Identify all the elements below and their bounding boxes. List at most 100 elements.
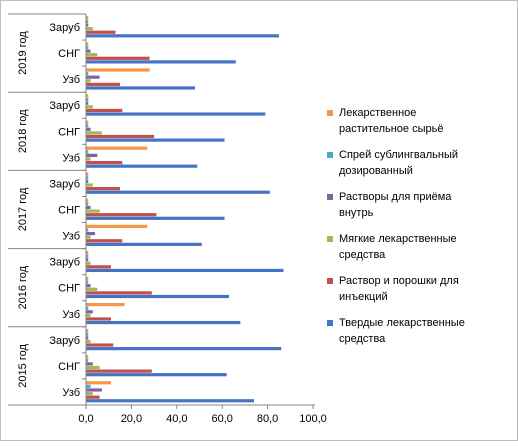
bar bbox=[86, 138, 225, 142]
bar bbox=[86, 146, 148, 150]
bar bbox=[86, 231, 96, 236]
bar bbox=[86, 153, 98, 157]
legend-swatch bbox=[327, 236, 333, 242]
bar bbox=[86, 187, 121, 191]
bar bbox=[86, 68, 150, 72]
legend-label: Лекарственное растительное сырьё bbox=[339, 107, 443, 135]
category-label: Узб bbox=[62, 231, 80, 243]
legend-label: Раствор и порошки для инъекций bbox=[339, 275, 459, 303]
bar bbox=[86, 261, 91, 265]
bar bbox=[86, 209, 100, 213]
category-label: Узб bbox=[62, 74, 80, 86]
group-label: 2017 год bbox=[17, 187, 29, 231]
bar bbox=[86, 16, 89, 20]
bar bbox=[86, 75, 100, 79]
bar bbox=[86, 291, 152, 295]
bar bbox=[86, 399, 254, 403]
category-label: Узб bbox=[62, 309, 80, 321]
bar bbox=[86, 284, 91, 288]
bar bbox=[86, 183, 93, 187]
bar bbox=[86, 23, 89, 27]
bar bbox=[86, 172, 89, 176]
bar bbox=[86, 224, 148, 228]
bar bbox=[86, 60, 236, 64]
group-label: 2018 год bbox=[17, 109, 29, 153]
bar bbox=[86, 105, 93, 109]
legend: Лекарственное растительное сырьё Спрей суб… bbox=[327, 107, 465, 345]
legend-label: Твердые лекарственные средства bbox=[339, 317, 465, 345]
category-label: СНГ bbox=[58, 205, 80, 217]
category-label: Узб bbox=[62, 152, 80, 164]
category-label: Узб bbox=[62, 387, 80, 399]
bars-layer bbox=[86, 16, 284, 403]
category-label: СНГ bbox=[58, 283, 80, 295]
bar bbox=[86, 287, 98, 291]
legend-swatch bbox=[327, 320, 333, 326]
bar bbox=[86, 198, 89, 202]
bar bbox=[86, 242, 202, 246]
bar bbox=[86, 124, 89, 128]
bar bbox=[86, 49, 91, 53]
legend-label: Мягкие лекарственные средства bbox=[339, 233, 457, 261]
bar bbox=[86, 395, 100, 399]
bar bbox=[86, 302, 125, 307]
bar bbox=[86, 213, 157, 217]
bar bbox=[86, 336, 89, 340]
bar bbox=[86, 294, 230, 299]
bar bbox=[86, 391, 93, 396]
category-label: СНГ bbox=[58, 126, 80, 138]
bar bbox=[86, 101, 89, 105]
group-label: 2015 год bbox=[17, 344, 29, 388]
bar bbox=[86, 250, 89, 255]
bar bbox=[86, 34, 279, 38]
bar bbox=[86, 265, 111, 269]
bar bbox=[86, 53, 98, 57]
bar bbox=[86, 258, 89, 262]
bar bbox=[86, 86, 195, 90]
bar bbox=[86, 205, 91, 210]
bar bbox=[86, 120, 89, 124]
bar bbox=[86, 254, 89, 258]
bar bbox=[86, 202, 89, 206]
bar bbox=[86, 157, 91, 161]
bar bbox=[86, 235, 91, 239]
legend-label: Спрей сублингвальный дозированный bbox=[339, 149, 458, 177]
category-label: Заруб bbox=[49, 22, 80, 34]
bar bbox=[86, 381, 111, 385]
bar bbox=[86, 176, 89, 180]
bar bbox=[86, 71, 89, 76]
group-label: 2019 год bbox=[17, 31, 29, 75]
bar bbox=[86, 320, 241, 325]
bar bbox=[86, 134, 155, 139]
category-label: СНГ bbox=[58, 48, 80, 60]
bar bbox=[86, 362, 93, 366]
group-label: 2016 год bbox=[17, 265, 29, 309]
bar bbox=[86, 94, 89, 98]
bar bbox=[86, 339, 91, 344]
bar bbox=[86, 56, 150, 60]
bar bbox=[86, 112, 266, 116]
bar bbox=[86, 313, 91, 317]
x-tick-label: 60,0 bbox=[211, 413, 232, 425]
bar bbox=[86, 358, 89, 362]
category-label: Заруб bbox=[49, 178, 80, 190]
x-tick-label: 100,0 bbox=[299, 413, 327, 425]
bar bbox=[86, 317, 111, 321]
legend-swatch bbox=[327, 152, 333, 158]
bar bbox=[86, 310, 93, 314]
category-label: Заруб bbox=[49, 335, 80, 347]
bar bbox=[86, 30, 116, 34]
bar bbox=[86, 239, 123, 243]
bar bbox=[86, 179, 89, 184]
legend-label: Растворы для приёма внутрь bbox=[339, 191, 452, 219]
category-label: Заруб bbox=[49, 257, 80, 269]
bar bbox=[86, 160, 123, 165]
bar bbox=[86, 388, 102, 392]
bar bbox=[86, 332, 89, 336]
x-tick-label: 80,0 bbox=[257, 413, 278, 425]
x-tick-label: 20,0 bbox=[121, 413, 142, 425]
bar bbox=[86, 329, 89, 333]
